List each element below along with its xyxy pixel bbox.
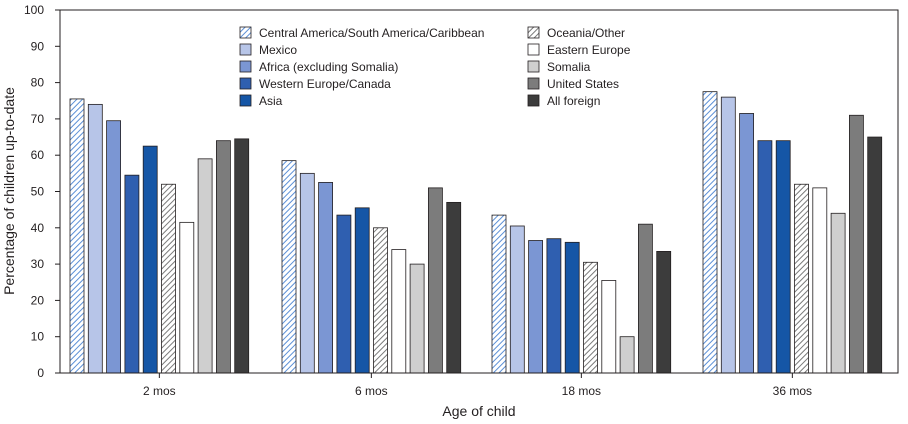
x-category-label: 36 mos — [773, 384, 812, 398]
x-category-label: 18 mos — [562, 384, 601, 398]
bar — [427, 187, 443, 374]
bar — [197, 158, 213, 374]
bar — [281, 160, 297, 374]
bar — [775, 140, 791, 374]
bar — [106, 120, 121, 374]
legend-swatch — [527, 26, 540, 39]
y-tick-label: 50 — [31, 185, 45, 199]
legend-swatch — [527, 43, 540, 56]
legend-label: Somalia — [547, 60, 591, 74]
legend-swatch — [527, 77, 540, 90]
y-tick-label: 60 — [31, 148, 45, 162]
legend-label: Asia — [259, 94, 283, 108]
bar — [619, 336, 635, 374]
bar — [409, 263, 425, 374]
legend-swatch — [239, 43, 252, 56]
bar — [794, 183, 809, 374]
bar — [867, 136, 883, 374]
bar — [546, 238, 562, 374]
bar — [702, 91, 718, 374]
bar — [142, 145, 158, 374]
bar — [318, 182, 334, 374]
bar — [830, 212, 846, 374]
bar — [528, 240, 543, 374]
y-tick-label: 10 — [31, 330, 45, 344]
bar — [491, 214, 507, 374]
bar — [656, 250, 672, 374]
plot-frame — [59, 9, 899, 374]
legend-swatch — [239, 60, 252, 73]
legend-swatch — [527, 60, 540, 73]
legend-label: Eastern Europe — [547, 43, 631, 57]
bar — [179, 221, 195, 374]
legend-label: Western Europe/Canada — [259, 77, 391, 91]
y-tick-label: 40 — [31, 221, 45, 235]
bar — [336, 214, 352, 374]
legend-label: All foreign — [547, 94, 600, 108]
bar — [373, 227, 388, 374]
bar — [601, 280, 617, 374]
bar — [124, 174, 140, 374]
y-axis-ticks: 0 10 20 30 40 50 60 70 80 90 100 — [24, 3, 60, 380]
legend: Central America/South America/Caribbean M… — [239, 26, 631, 108]
bar — [757, 140, 773, 374]
bar — [564, 241, 580, 374]
bar — [234, 138, 250, 374]
legend-label: Oceania/Other — [547, 26, 625, 40]
bar — [354, 207, 370, 374]
x-axis-labels: 2 mos 6 mos 18 mos 36 mos — [143, 373, 812, 398]
bar — [215, 140, 231, 374]
bar — [638, 223, 653, 374]
bars — [69, 91, 883, 374]
legend-swatch — [239, 77, 252, 90]
bar — [69, 98, 85, 374]
x-category-label: 2 mos — [143, 384, 176, 398]
bar — [849, 114, 864, 374]
legend-swatch — [239, 26, 252, 39]
bar — [87, 103, 103, 374]
y-tick-label: 70 — [31, 112, 45, 126]
bar — [739, 113, 754, 374]
legend-label: Mexico — [259, 43, 297, 57]
y-tick-label: 80 — [31, 76, 45, 90]
legend-swatch — [239, 94, 252, 107]
legend-swatch — [527, 94, 540, 107]
bar — [812, 187, 828, 374]
x-category-label: 6 mos — [355, 384, 388, 398]
bar — [161, 183, 176, 374]
y-tick-label: 90 — [31, 39, 45, 53]
bar — [509, 225, 525, 374]
y-tick-label: 30 — [31, 257, 45, 271]
legend-label: Africa (excluding Somalia) — [259, 60, 398, 74]
bar — [720, 96, 736, 374]
bar — [583, 261, 598, 374]
legend-label: United States — [547, 77, 619, 91]
y-tick-label: 20 — [31, 293, 45, 307]
y-tick-label: 0 — [37, 366, 44, 380]
x-axis-title: Age of child — [442, 403, 515, 419]
y-tick-label: 100 — [24, 3, 44, 17]
bar — [299, 172, 315, 374]
legend-label: Central America/South America/Caribbean — [259, 26, 484, 40]
bar — [391, 249, 407, 374]
bar — [446, 201, 462, 374]
y-axis-title: Percentage of children up-to-date — [1, 87, 17, 295]
